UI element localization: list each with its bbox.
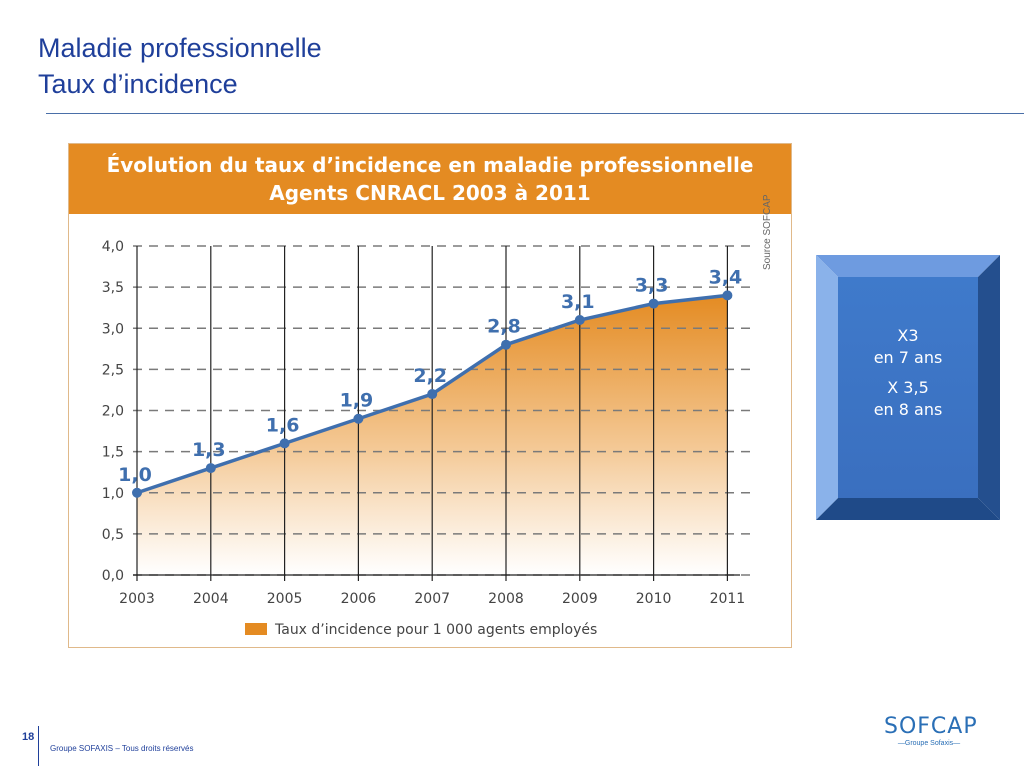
callout-box: X3 en 7 ans X 3,5 en 8 ans — [816, 255, 1000, 520]
data-label: 1,9 — [340, 390, 374, 412]
x-tick-label: 2009 — [562, 591, 598, 607]
data-label: 2,2 — [413, 365, 447, 387]
callout-block-2: X 3,5 en 8 ans — [838, 377, 978, 421]
x-tick-label: 2011 — [710, 591, 746, 607]
data-point — [279, 438, 290, 449]
callout-bevel — [816, 255, 1000, 520]
y-tick-label: 1,5 — [102, 445, 124, 461]
data-label: 1,3 — [192, 439, 226, 461]
logo-sub-text: —Groupe Sofaxis— — [897, 740, 961, 747]
slide-title-line1: Maladie professionnelle — [38, 33, 322, 63]
chart-source: Source SOFCAP — [762, 194, 773, 270]
title-divider — [46, 113, 1024, 114]
y-tick-label: 3,5 — [102, 280, 124, 296]
data-point — [648, 298, 659, 309]
x-tick-label: 2003 — [119, 591, 155, 607]
data-point — [353, 413, 364, 424]
data-label: 2,8 — [487, 316, 521, 338]
data-point — [574, 315, 585, 326]
slide-title-line2: Taux d’incidence — [38, 69, 238, 99]
legend-label: Taux d’incidence pour 1 000 agents emplo… — [274, 622, 597, 638]
y-tick-label: 0,0 — [102, 568, 124, 584]
y-tick-label: 2,0 — [102, 404, 124, 420]
callout-block-1: X3 en 7 ans — [838, 325, 978, 369]
x-tick-label: 2008 — [488, 591, 524, 607]
data-label: 3,4 — [709, 266, 743, 288]
footer-text: Groupe SOFAXIS – Tous droits réservés — [50, 744, 194, 753]
page-number: 18 — [22, 731, 35, 743]
callout-face: X3 en 7 ans X 3,5 en 8 ans — [838, 277, 978, 498]
y-tick-label: 3,0 — [102, 321, 124, 337]
y-tick-label: 4,0 — [102, 239, 124, 255]
data-point — [205, 463, 216, 474]
data-label: 1,6 — [266, 414, 300, 436]
chart-title: Évolution du taux d’incidence en maladie… — [106, 153, 754, 177]
data-label: 1,0 — [118, 464, 152, 486]
chart-subtitle: Agents CNRACL 2003 à 2011 — [269, 181, 591, 205]
x-tick-label: 2005 — [267, 591, 303, 607]
x-tick-label: 2010 — [636, 591, 672, 607]
callout-line4: en 8 ans — [873, 400, 943, 419]
data-point — [427, 389, 438, 400]
data-point — [501, 339, 511, 350]
callout-line1: X3 — [897, 326, 919, 345]
sofcap-logo: SOFCAP —Groupe Sofaxis— — [884, 714, 978, 752]
chart-header: Évolution du taux d’incidence en maladie… — [69, 144, 791, 214]
x-tick-label: 2007 — [414, 591, 450, 607]
callout-line3: X 3,5 — [887, 378, 929, 397]
y-tick-label: 2,5 — [102, 362, 124, 378]
legend-swatch — [245, 623, 267, 635]
data-point — [132, 487, 142, 498]
data-point — [722, 290, 733, 301]
x-tick-label: 2004 — [193, 591, 229, 607]
data-label: 3,1 — [561, 291, 595, 313]
x-tick-label: 2006 — [341, 591, 377, 607]
data-label: 3,3 — [635, 275, 669, 297]
footer-divider — [38, 726, 39, 766]
y-tick-label: 0,5 — [102, 527, 124, 543]
logo-main-text: SOFCAP — [884, 714, 978, 739]
slide-title: Maladie professionnelle Taux d’incidence — [38, 30, 322, 102]
y-tick-label: 1,0 — [102, 486, 124, 502]
callout-line2: en 7 ans — [873, 348, 943, 367]
